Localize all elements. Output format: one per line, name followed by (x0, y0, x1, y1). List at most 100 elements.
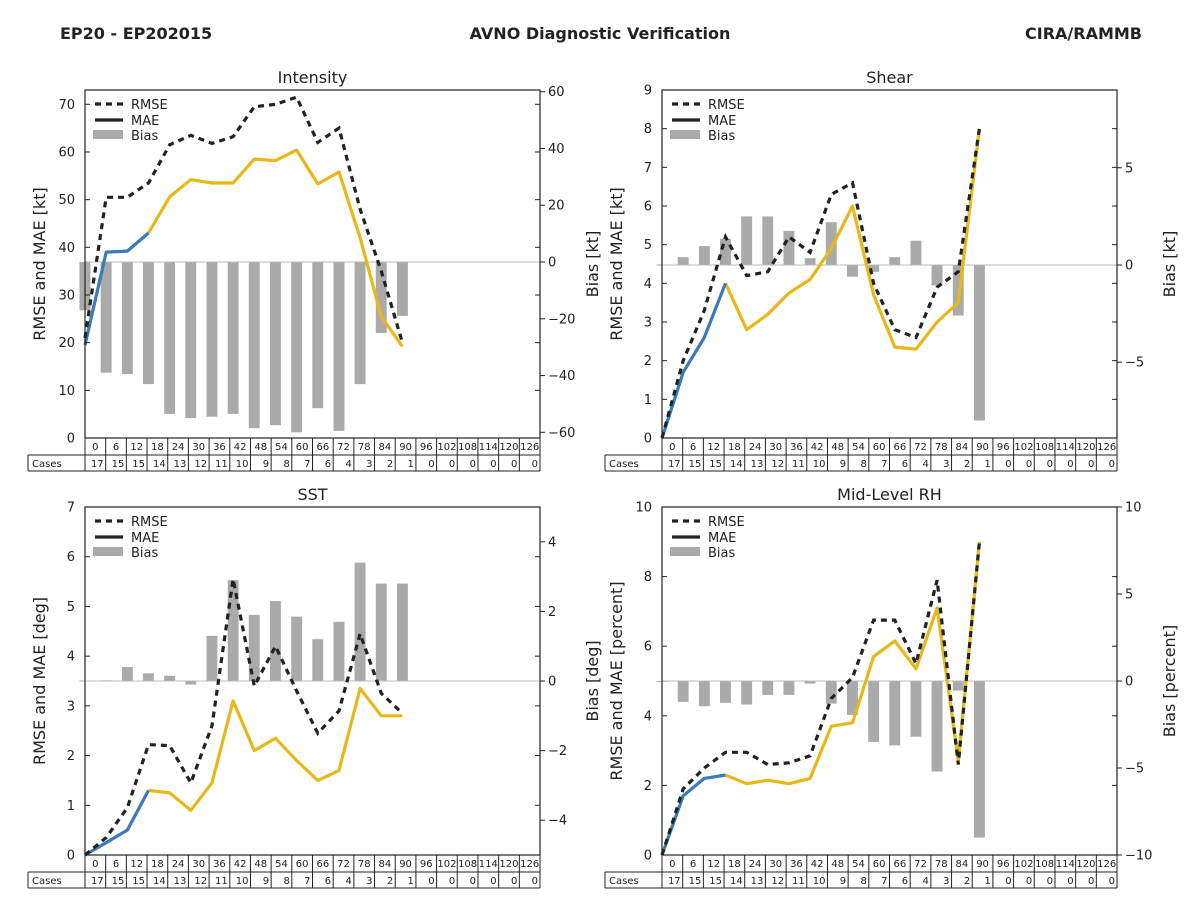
table-hour: 30 (192, 859, 205, 870)
bias-bar (952, 681, 964, 691)
bias-bar (868, 265, 880, 272)
y2-tick-label: 5 (1125, 161, 1133, 176)
table-hour: 72 (337, 859, 350, 870)
table-case-count: 8 (283, 459, 289, 470)
bias-bar (677, 257, 689, 265)
bias-bar (185, 262, 197, 419)
table-case-count: 17 (668, 459, 681, 470)
table-case-count: 4 (922, 459, 928, 470)
bias-bar (164, 675, 176, 681)
table-case-count: 10 (813, 459, 826, 470)
table-hour: 108 (458, 442, 477, 453)
y-tick-label: 5 (67, 600, 75, 615)
table-case-count: 0 (449, 876, 455, 887)
y-tick-label: 6 (644, 640, 652, 655)
table-case-count: 6 (325, 459, 331, 470)
table-hour: 42 (234, 859, 247, 870)
table-hour: 42 (234, 442, 247, 453)
bias-bar (720, 681, 731, 703)
bias-bar (354, 562, 366, 681)
bias-bar (910, 681, 922, 737)
bias-bar (333, 621, 345, 681)
table-case-count: 15 (709, 459, 722, 470)
bias-bar (804, 258, 816, 265)
y-tick-label: 70 (58, 98, 75, 113)
bias-bar (931, 265, 943, 286)
table-hour: 24 (172, 859, 185, 870)
bias-bar (762, 681, 774, 695)
bias-bar (847, 265, 858, 277)
table-case-count: 3 (366, 459, 372, 470)
table-hour: 30 (192, 442, 205, 453)
bias-bar (248, 614, 260, 681)
y2-tick-label: 0 (548, 256, 556, 271)
mae-line-late (724, 128, 981, 351)
bias-bar (974, 681, 985, 838)
y-tick-label: 0 (644, 432, 652, 447)
legend-mae-label: MAE (131, 114, 159, 129)
table-case-count: 10 (236, 459, 249, 470)
table-hour: 0 (669, 442, 675, 453)
bias-bar (143, 262, 154, 385)
y2-tick-label: −5 (1125, 762, 1144, 777)
bias-bar (227, 262, 239, 414)
table-case-count: 0 (1067, 459, 1073, 470)
table-case-count: 13 (751, 876, 764, 887)
table-hour: 90 (399, 859, 412, 870)
table-case-count: 12 (194, 876, 207, 887)
table-case-count: 7 (304, 459, 310, 470)
bias-bar (164, 262, 176, 414)
y2-tick-label: 10 (1125, 501, 1142, 516)
table-case-count: 10 (813, 876, 826, 887)
mae-line-early (84, 789, 150, 857)
y2-tick-label: 5 (1125, 588, 1133, 603)
table-case-count: 13 (751, 459, 764, 470)
y-tick-label: 60 (58, 145, 75, 160)
bias-bar (741, 681, 753, 705)
y2-tick-label: −40 (548, 369, 575, 384)
table-case-count: 2 (387, 459, 393, 470)
table-hour: 84 (379, 859, 392, 870)
bias-bar (291, 262, 303, 433)
bias-bar (720, 238, 731, 265)
bias-bar (206, 635, 218, 681)
bias-bar (397, 583, 408, 681)
table-hour: 90 (399, 442, 412, 453)
y-tick-label: 0 (67, 849, 75, 864)
table-case-count: 11 (215, 459, 228, 470)
bias-bar (698, 681, 710, 707)
table-hour: 108 (458, 859, 477, 870)
table-hour: 0 (92, 859, 98, 870)
y2-axis-label: Bias [deg] (583, 640, 602, 721)
table-hour: 84 (956, 442, 969, 453)
y-tick-label: 3 (67, 699, 75, 714)
table-hour: 18 (728, 859, 741, 870)
table-case-count: 10 (236, 876, 249, 887)
table-case-count: 15 (709, 876, 722, 887)
bias-bar (375, 583, 387, 681)
chart-panel-1: 010203040506070−60−40−200204060Intensity… (27, 68, 602, 472)
y2-tick-label: 20 (548, 199, 565, 214)
table-hour: 54 (852, 859, 865, 870)
bias-bar (291, 616, 303, 681)
y-tick-label: 4 (67, 650, 75, 665)
y2-tick-label: 0 (1125, 258, 1133, 273)
bias-bar (270, 262, 281, 426)
y-tick-label: 2 (67, 749, 75, 764)
table-case-count: 4 (345, 459, 351, 470)
table-case-count: 9 (840, 876, 846, 887)
y2-axis-label: Bias [percent] (1160, 625, 1179, 737)
table-hour: 18 (728, 442, 741, 453)
table-case-count: 9 (263, 876, 269, 887)
y-tick-label: 7 (644, 161, 652, 176)
table-case-count: 17 (668, 876, 681, 887)
table-hour: 24 (749, 442, 762, 453)
mae-line-early (660, 282, 727, 439)
table-hour: 78 (935, 442, 948, 453)
table-hour: 96 (997, 859, 1010, 870)
y-axis-label: RMSE and MAE [kt] (30, 187, 49, 340)
y2-tick-label: 0 (548, 675, 556, 690)
table-hour: 90 (976, 859, 989, 870)
table-case-count: 0 (1067, 876, 1073, 887)
